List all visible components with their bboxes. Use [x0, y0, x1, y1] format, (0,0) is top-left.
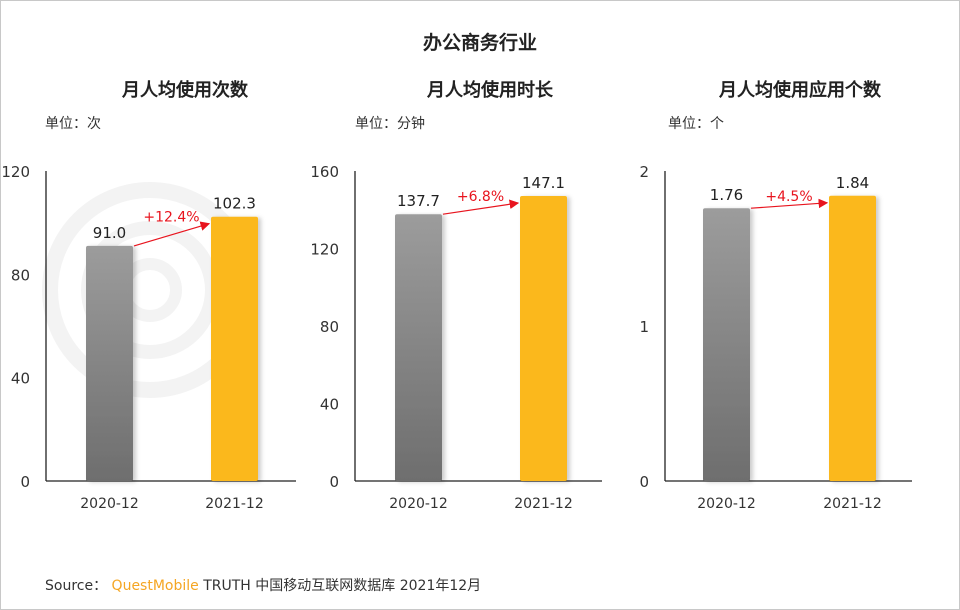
y-tick-label: 0: [20, 473, 30, 491]
y-tick-label: 80: [320, 318, 339, 336]
y-tick-label: 40: [11, 370, 30, 388]
bar-2021-12: [211, 216, 258, 481]
y-tick-label: 0: [329, 473, 339, 491]
unit-1: 单位：次: [45, 116, 101, 132]
chart-title-3: 月人均使用应用个数: [719, 80, 881, 101]
y-tick-label: 80: [11, 266, 30, 284]
chart-title-2: 月人均使用时长: [427, 80, 553, 101]
data-label: 1.76: [710, 186, 743, 204]
growth-label: +12.4%: [143, 210, 199, 226]
brand-name: QuestMobile: [111, 578, 199, 594]
growth-arrow: [133, 221, 211, 247]
growth-arrow: [442, 199, 520, 215]
chart-title-1: 月人均使用次数: [122, 80, 248, 101]
x-tick-label: 2020-12: [389, 496, 448, 512]
y-tick-label: 0: [639, 473, 649, 491]
bar-2020-12: [395, 214, 442, 482]
data-label: 147.1: [522, 174, 565, 192]
growth-label: +6.8%: [457, 189, 504, 205]
bar-2021-12: [829, 195, 876, 482]
x-tick-label: 2021-12: [205, 496, 264, 512]
source-line: Source： QuestMobile TRUTH 中国移动互联网数据库 202…: [45, 575, 481, 595]
x-tick-label: 2020-12: [697, 496, 756, 512]
y-tick-label: 40: [320, 396, 339, 414]
x-tick-label: 2020-12: [80, 496, 139, 512]
bar-2020-12: [86, 245, 133, 481]
x-tick-label: 2021-12: [823, 496, 882, 512]
source-text: TRUTH 中国移动互联网数据库 2021年12月: [203, 578, 482, 594]
data-label: 102.3: [213, 195, 256, 213]
data-label: 91.0: [93, 224, 126, 242]
page-title: 办公商务行业: [422, 32, 537, 54]
bar-2021-12: [520, 195, 567, 481]
data-label: 137.7: [397, 192, 440, 210]
y-tick-label: 1: [639, 318, 649, 336]
source-label: Source：: [45, 578, 108, 594]
x-tick-label: 2021-12: [514, 496, 573, 512]
y-tick-label: 120: [310, 241, 339, 259]
y-tick-label: 160: [310, 163, 339, 181]
unit-2: 单位：分钟: [355, 116, 425, 132]
growth-label: +4.5%: [765, 189, 812, 205]
y-tick-label: 2: [639, 163, 649, 181]
growth-arrow: [750, 198, 829, 209]
bar-2020-12: [703, 208, 750, 481]
unit-3: 单位：个: [668, 116, 724, 132]
y-tick-label: 120: [1, 163, 30, 181]
data-label: 1.84: [836, 174, 869, 192]
